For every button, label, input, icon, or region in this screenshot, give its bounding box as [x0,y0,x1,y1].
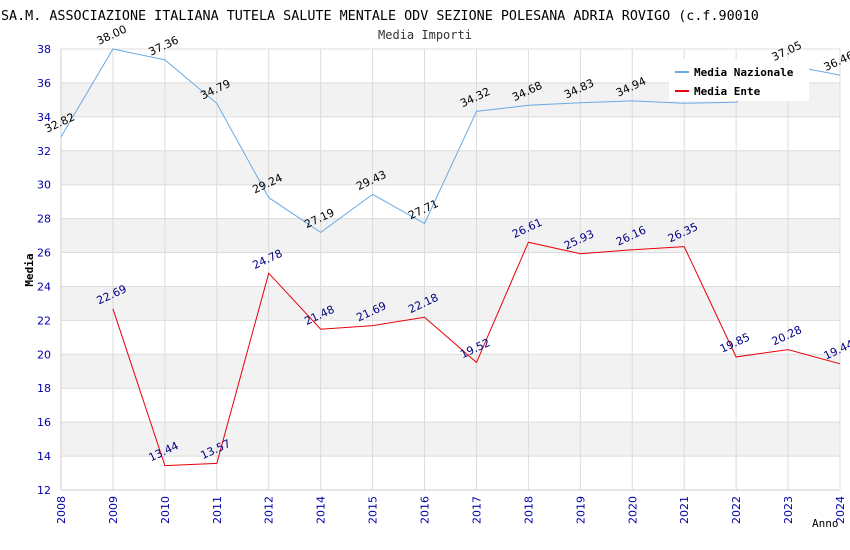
series-line-media-nazionale [60,48,841,234]
grid-band [61,218,840,253]
series-line-media-ente [112,241,841,467]
y-tick-label: 34 [37,111,51,124]
series-lines [60,48,841,467]
y-tick-label: 36 [37,77,51,90]
x-tick-label: 2018 [522,496,535,524]
x-tick-label: 2009 [107,496,120,524]
data-label: 38.00 [95,23,129,48]
y-tick-label: 30 [37,179,51,192]
legend-entry: Media Ente [694,85,761,98]
x-tick-label: 2022 [730,496,743,524]
chart-title: SA.M. ASSOCIAZIONE ITALIANA TUTELA SALUT… [1,9,759,24]
y-tick-label: 38 [37,43,51,56]
grid-band [61,422,840,457]
x-tick-label: 2023 [782,496,795,524]
x-tick-label: 2014 [315,496,328,524]
data-label: 37.36 [147,33,181,58]
y-tick-label: 24 [37,280,51,293]
x-tick-label: 2012 [263,496,276,524]
y-tick-label: 22 [37,314,51,327]
legend-box [669,59,809,101]
x-tick-label: 2024 [834,496,847,524]
x-tick-label: 2011 [211,496,224,524]
x-tick-label: 2008 [55,496,68,524]
data-label: 36.46 [822,49,850,74]
y-tick-label: 18 [37,382,51,395]
x-tick-label: 2015 [367,496,380,524]
x-tick-label: 2020 [626,496,639,524]
y-tick-labels: 12 14 16 18 20 22 24 26 28 30 32 34 36 38 [37,43,51,497]
y-tick-label: 32 [37,145,51,158]
x-tick-label: 2017 [470,496,483,524]
y-tick-label: 28 [37,213,51,226]
axes [60,49,840,491]
grid-band [61,286,840,321]
grid-bands [61,82,840,457]
x-axis-label: Anno [812,517,839,530]
legend-entry: Media Nazionale [694,66,794,79]
y-axis-label: Media [23,253,36,286]
y-tick-label: 12 [37,484,51,497]
y-tick-label: 16 [37,416,51,429]
y-tick-label: 14 [37,450,51,463]
grid-band [61,354,840,389]
x-tick-label: 2019 [574,496,587,524]
chart-subtitle: Media Importi [378,28,472,42]
x-tick-label: 2010 [159,496,172,524]
data-label: 20.28 [770,323,804,348]
data-label: 19.85 [718,330,752,355]
y-tick-label: 20 [37,348,51,361]
y-tick-label: 26 [37,247,51,260]
gridlines [60,48,841,491]
x-tick-labels: 2008 2009 2010 2011 2012 2014 2015 2016 2017 2018… [55,496,847,524]
x-tick-label: 2016 [419,496,432,524]
x-tick-label: 2021 [678,496,691,524]
legend: Media Nazionale Media Ente [669,59,809,101]
